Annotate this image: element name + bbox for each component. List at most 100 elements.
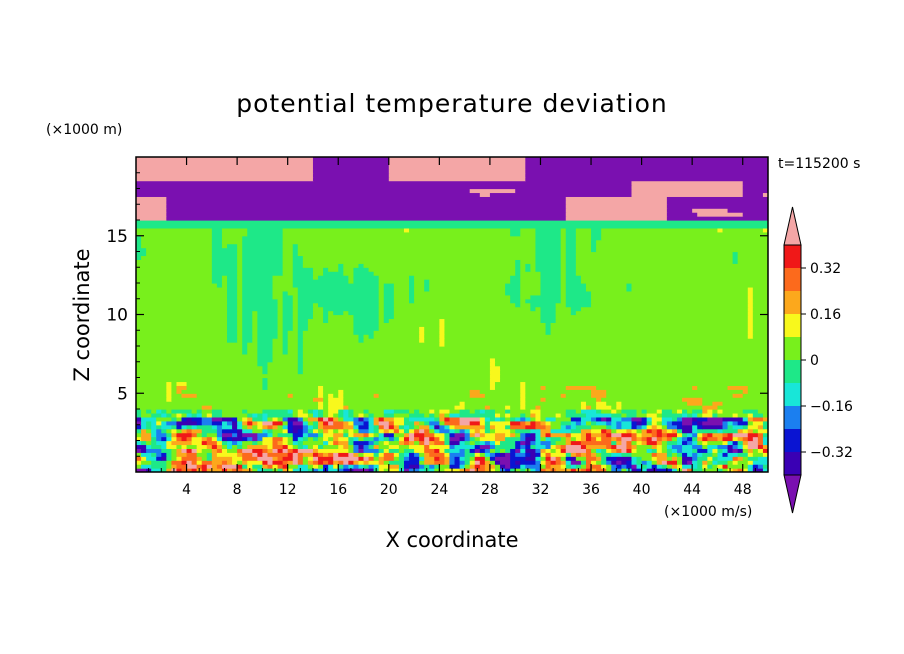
field-cell <box>525 381 768 386</box>
field-cell <box>661 424 668 430</box>
field-cell <box>757 448 764 453</box>
field-cell <box>722 436 734 442</box>
field-cell <box>575 235 592 241</box>
field-cell <box>166 468 172 472</box>
field-cell <box>136 196 167 201</box>
field-cell <box>585 456 597 461</box>
field-cell <box>353 464 360 469</box>
field-cell <box>742 456 749 461</box>
field-cell <box>227 314 238 320</box>
field-cell <box>601 452 612 457</box>
field-cell <box>525 267 531 272</box>
field-cell <box>494 456 511 461</box>
field-cell <box>585 412 612 418</box>
field-cell <box>257 338 274 343</box>
field-cell <box>479 448 486 453</box>
field-cell <box>469 440 476 446</box>
field-cell <box>742 188 768 194</box>
field-cell <box>621 424 633 430</box>
field-cell <box>505 286 521 292</box>
field-cell <box>282 424 289 430</box>
field-cell <box>535 436 542 442</box>
field-cell <box>242 432 258 438</box>
field-cell <box>692 385 698 390</box>
field-cell <box>166 444 178 449</box>
field-cell <box>570 432 582 438</box>
field-cell <box>565 286 587 292</box>
field-cell <box>747 432 759 438</box>
field-cell <box>722 448 729 453</box>
field-cell <box>631 456 638 461</box>
field-cell <box>277 334 284 339</box>
field-cell <box>575 239 592 245</box>
field-cell <box>166 432 172 438</box>
field-cell <box>631 283 768 288</box>
field-cell <box>267 369 299 375</box>
field-cell <box>545 420 552 426</box>
field-cell <box>560 286 567 292</box>
field-cell <box>676 436 683 442</box>
field-cell <box>682 397 703 402</box>
field-cell <box>464 405 486 410</box>
field-cell <box>292 448 299 453</box>
field-cell <box>186 436 193 442</box>
field-cell <box>656 420 663 426</box>
field-cell <box>454 428 461 434</box>
field-cell <box>297 310 314 316</box>
field-cell <box>328 310 334 316</box>
field-cell <box>348 428 355 434</box>
field-cell <box>388 318 440 323</box>
field-cell <box>510 448 516 453</box>
field-cell <box>707 444 719 449</box>
field-cell <box>565 275 582 280</box>
field-cell <box>646 468 658 472</box>
field-cell <box>570 306 582 312</box>
field-cell <box>752 286 768 292</box>
field-cell <box>136 432 142 438</box>
field-cell <box>378 440 385 446</box>
field-cell <box>702 452 713 457</box>
field-cell <box>282 271 294 276</box>
field-cell <box>459 416 481 422</box>
field-cell <box>601 432 607 438</box>
field-cell <box>591 243 597 249</box>
field-cell <box>388 420 395 426</box>
field-cell <box>459 428 466 434</box>
field-cell <box>292 314 299 320</box>
field-cell <box>196 460 203 465</box>
field-cell <box>282 247 294 253</box>
field-cell <box>227 444 233 449</box>
field-cell <box>459 440 466 446</box>
field-cell <box>676 440 683 446</box>
field-cell <box>697 424 703 430</box>
field-cell <box>242 420 248 426</box>
field-cell <box>682 432 688 438</box>
field-cell <box>591 294 749 300</box>
field-cell <box>752 334 768 339</box>
field-cell <box>747 318 754 323</box>
field-cell <box>469 448 476 453</box>
field-cell <box>216 448 223 453</box>
field-cell <box>373 456 380 461</box>
field-cell <box>540 310 557 316</box>
field-cell <box>545 448 552 453</box>
field-cell <box>227 440 233 446</box>
field-cell <box>338 409 344 414</box>
field-cell <box>267 416 274 422</box>
field-cell <box>211 444 218 449</box>
field-cell <box>591 227 602 233</box>
field-cell <box>707 460 713 465</box>
field-cell <box>732 251 739 257</box>
field-cell <box>353 444 360 449</box>
field-cell <box>287 428 294 434</box>
field-cell <box>216 424 223 430</box>
field-cell <box>272 460 284 465</box>
field-cell <box>717 428 724 434</box>
field-cell <box>378 290 385 296</box>
field-cell <box>247 346 258 351</box>
field-cell <box>515 267 521 272</box>
field-cell <box>302 338 360 343</box>
field-cell <box>651 420 658 426</box>
field-cell <box>136 283 218 288</box>
field-cell <box>257 342 274 347</box>
